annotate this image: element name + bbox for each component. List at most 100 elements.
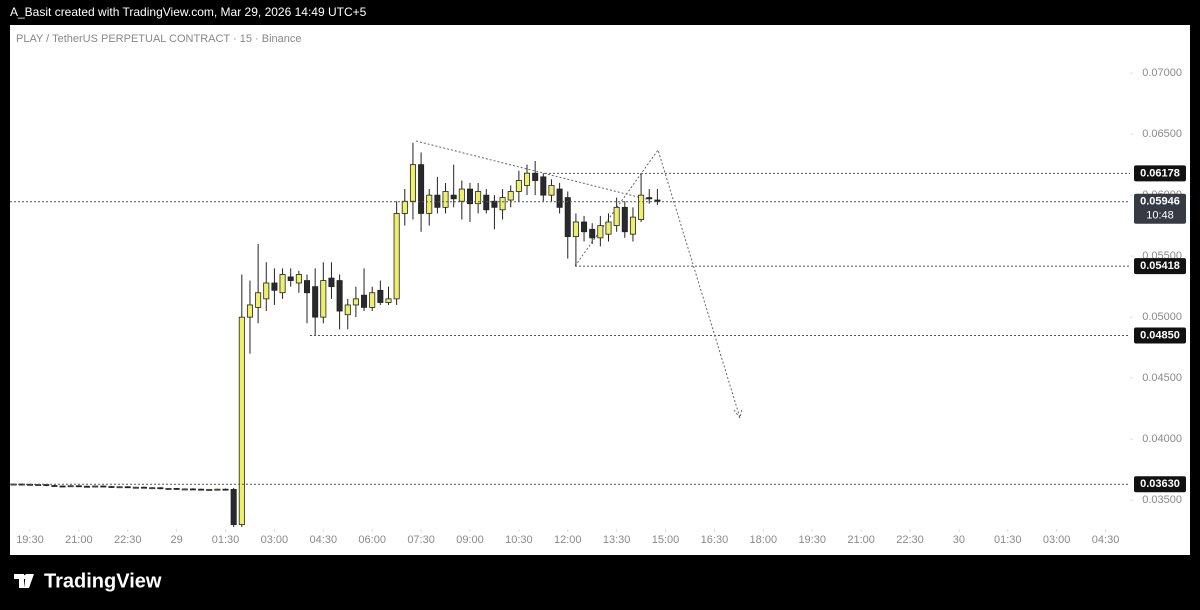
candle-body [165, 488, 172, 490]
level-label: 0.06178 [1140, 167, 1180, 179]
x-tick-label: 13:30 [603, 534, 631, 546]
candle-body [369, 292, 376, 308]
candle-body [92, 485, 99, 488]
candle-body [564, 197, 571, 238]
candle-body [483, 194, 490, 211]
candle-body [507, 191, 514, 201]
candle-body [515, 180, 522, 192]
y-tick-label: 0.04000 [1142, 433, 1182, 445]
candle-body [409, 164, 416, 202]
candle-body [352, 298, 359, 306]
x-tick-label: 04:30 [1092, 534, 1120, 546]
candle-body [51, 485, 58, 487]
candle-body [75, 485, 82, 488]
header: A_Basit created with TradingView.com, Ma… [10, 5, 367, 19]
x-tick-label: 30 [953, 534, 965, 546]
candle-body [572, 221, 579, 238]
candle-body [499, 197, 506, 211]
candle-body [304, 280, 311, 294]
candle-body [287, 276, 294, 281]
level-label: 0.04850 [1140, 329, 1180, 341]
candle-body [189, 488, 196, 491]
x-tick-label: 10:30 [505, 534, 533, 546]
candle-body [100, 485, 107, 488]
candle-body [83, 485, 91, 488]
candle-body [246, 304, 253, 318]
x-tick-label: 09:00 [456, 534, 484, 546]
candle-body [116, 486, 123, 489]
x-tick-label: 03:00 [261, 534, 289, 546]
candle-body [336, 280, 343, 312]
x-tick-label: 16:30 [701, 534, 729, 546]
candle-body [255, 292, 262, 308]
candle-body [344, 304, 351, 316]
candle-body [108, 486, 115, 488]
candle-body [597, 225, 604, 239]
candle-body [214, 488, 221, 491]
x-tick-label: 21:00 [847, 534, 875, 546]
x-tick-label: 04:30 [310, 534, 338, 546]
candle-body [295, 274, 302, 284]
candle-body [124, 486, 131, 489]
candle-body [320, 280, 327, 318]
level-box [1134, 476, 1186, 493]
candle-body [263, 282, 270, 300]
candle-body [361, 294, 368, 308]
candle-body [230, 489, 237, 525]
y-tick-label: 0.07000 [1142, 67, 1182, 79]
x-tick-label: 19:30 [16, 534, 44, 546]
candle-body [377, 289, 384, 303]
x-tick-label: 03:00 [1043, 534, 1071, 546]
candle-body [442, 191, 449, 208]
x-tick-label: 19:30 [798, 534, 826, 546]
candle-body [393, 213, 400, 300]
x-tick-label: 21:00 [65, 534, 93, 546]
projection [574, 148, 741, 419]
candle-body [149, 487, 156, 490]
logo-icon [14, 574, 34, 588]
candle-body [132, 486, 139, 489]
candle-body [613, 206, 620, 227]
x-tick-label: 29 [171, 534, 183, 546]
drawings [415, 140, 743, 420]
x-tick-label: 01:30 [212, 534, 240, 546]
level-box [1134, 258, 1186, 275]
panel [10, 25, 1190, 555]
candle-body [532, 172, 539, 181]
arrow-head [733, 407, 743, 420]
candle-body [312, 286, 319, 318]
candle-body [524, 172, 531, 186]
candle-body [222, 488, 229, 491]
candle-body [141, 486, 148, 489]
y-tick-label: 0.04500 [1142, 372, 1182, 384]
x-tick-label: 06:00 [358, 534, 386, 546]
candle-body [157, 487, 164, 490]
candle-body [646, 197, 653, 200]
candle-body [621, 206, 628, 233]
candle-body [466, 188, 473, 205]
x-tick-label: 12:00 [554, 534, 582, 546]
x-tick-label: 01:30 [994, 534, 1022, 546]
x-tick-label: 07:30 [407, 534, 435, 546]
candle-body [475, 191, 482, 205]
candle-body [556, 188, 563, 208]
candle-body [59, 485, 66, 488]
y-tick-label: 0.05000 [1142, 311, 1182, 323]
trend-line [415, 140, 651, 201]
chart-title: PLAY / TetherUS PERPETUAL CONTRACT · 15 … [16, 33, 302, 45]
candle-body [328, 277, 335, 288]
candle-body [418, 164, 425, 214]
level-label: 0.05418 [1140, 260, 1180, 272]
candle-body [238, 316, 245, 525]
logo-dot [23, 574, 29, 580]
level-box [1134, 165, 1186, 182]
candle-body [385, 298, 392, 303]
y-tick-label: 0.06500 [1142, 128, 1182, 140]
candle-body [605, 221, 612, 235]
candle-body [629, 216, 636, 235]
candle-body [589, 228, 596, 239]
x-tick-label: 18:00 [750, 534, 778, 546]
candle-body [401, 200, 408, 214]
candle-body [638, 194, 645, 220]
